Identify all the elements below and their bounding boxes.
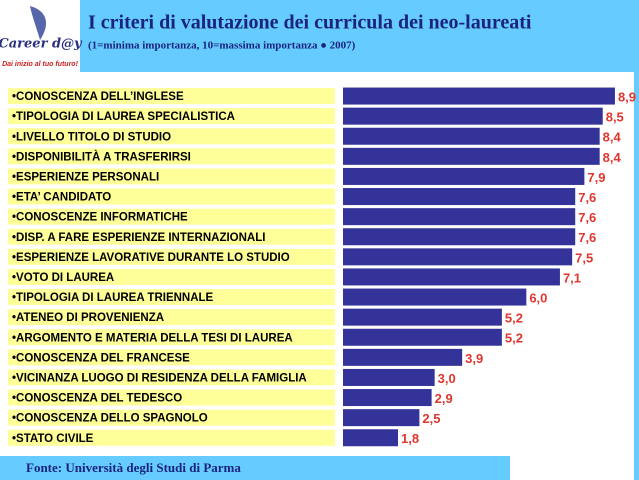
value-label: 6,0 [529,290,547,305]
bar [343,389,432,407]
category-box [8,188,335,205]
category-label: •TIPOLOGIA DI LAUREA SPECIALISTICA [12,111,235,123]
source: Fonte: Università degli Studi di Parma [26,460,241,475]
bar [343,208,576,226]
category-label: •ESPERIENZE LAVORATIVE DURANTE LO STUDIO [12,252,290,264]
bar [343,328,502,346]
chart-title: I criteri di valutazione dei curricula d… [88,12,532,34]
logo-wing [30,6,47,40]
value-label: 1,8 [401,431,419,446]
value-label: 7,6 [578,210,596,225]
category-box [8,409,335,426]
value-label: 3,9 [465,351,483,366]
category-box [8,389,335,406]
bar [343,147,600,165]
category-box [8,329,335,346]
value-label: 8,9 [618,89,636,104]
category-label: •ATENEO DI PROVENIENZA [12,312,164,324]
bar [343,107,603,125]
category-label: •ARGOMENTO E MATERIA DELLA TESI DI LAURE… [12,332,293,344]
value-label: 2,9 [435,391,453,406]
value-label: 5,2 [505,311,523,326]
category-label: •STATO CIVILE [12,433,94,445]
category-label: •VOTO DI LAUREA [12,272,114,284]
category-label: •CONOSCENZE INFORMATICHE [12,212,188,224]
header-band [0,0,639,72]
value-label: 8,4 [603,150,622,165]
value-label: 7,5 [575,250,593,265]
value-label: 7,6 [578,230,596,245]
category-box [8,228,335,245]
category-box [8,168,335,185]
bar [343,87,615,105]
category-box [8,128,335,145]
bar [343,127,600,145]
category-box [8,369,335,386]
category-label: •VICINANZA LUOGO DI RESIDENZA DELLA FAMI… [12,372,307,384]
category-box [8,429,335,446]
value-label: 8,4 [603,130,622,145]
bar [343,248,573,266]
category-label: •ETA’ CANDIDATO [12,192,111,204]
bar [343,368,435,386]
bar [343,308,502,326]
category-box [8,88,335,105]
category-box [8,289,335,306]
category-box [8,349,335,366]
category-label: •DISP. A FARE ESPERIENZE INTERNAZIONALI [12,232,265,244]
bar [343,429,398,447]
value-label: 7,9 [587,170,605,185]
bar [343,348,463,366]
logo-name: Career d@y [0,37,83,52]
value-label: 7,6 [578,190,596,205]
value-label: 5,2 [505,331,523,346]
bar [343,288,527,306]
category-box [8,148,335,165]
bar [343,409,420,427]
category-label: •LIVELLO TITOLO DI STUDIO [12,131,171,143]
category-label: •CONOSCENZA DELLO SPAGNOLO [12,413,208,425]
bar [343,167,585,185]
value-label: 2,5 [422,411,440,426]
bar [343,228,576,246]
chart-subtitle: (1=minima importanza, 10=massima importa… [88,40,356,52]
category-label: •CONOSCENZA DEL TEDESCO [12,393,182,405]
category-label: •CONOSCENZA DEL FRANCESE [12,352,190,364]
category-box [8,248,335,265]
right-border [634,72,639,480]
value-label: 8,5 [606,110,624,125]
category-label: •TIPOLOGIA DI LAUREA TRIENNALE [12,292,214,304]
category-label: •ESPERIENZE PERSONALI [12,171,159,183]
category-box [8,208,335,225]
value-label: 3,0 [438,371,456,386]
footer-band [0,456,510,480]
category-box [8,108,335,125]
bar [343,188,576,206]
category-label: •DISPONIBILITÀ A TRASFERIRSI [12,150,191,163]
bar [343,268,560,286]
logo-tagline: Dai inizio al tuo futuro! [2,61,78,68]
category-label: •CONOSCENZA DELL’INGLESE [12,91,184,103]
value-label: 7,1 [563,270,581,285]
category-box [8,309,335,326]
category-box [8,268,335,285]
